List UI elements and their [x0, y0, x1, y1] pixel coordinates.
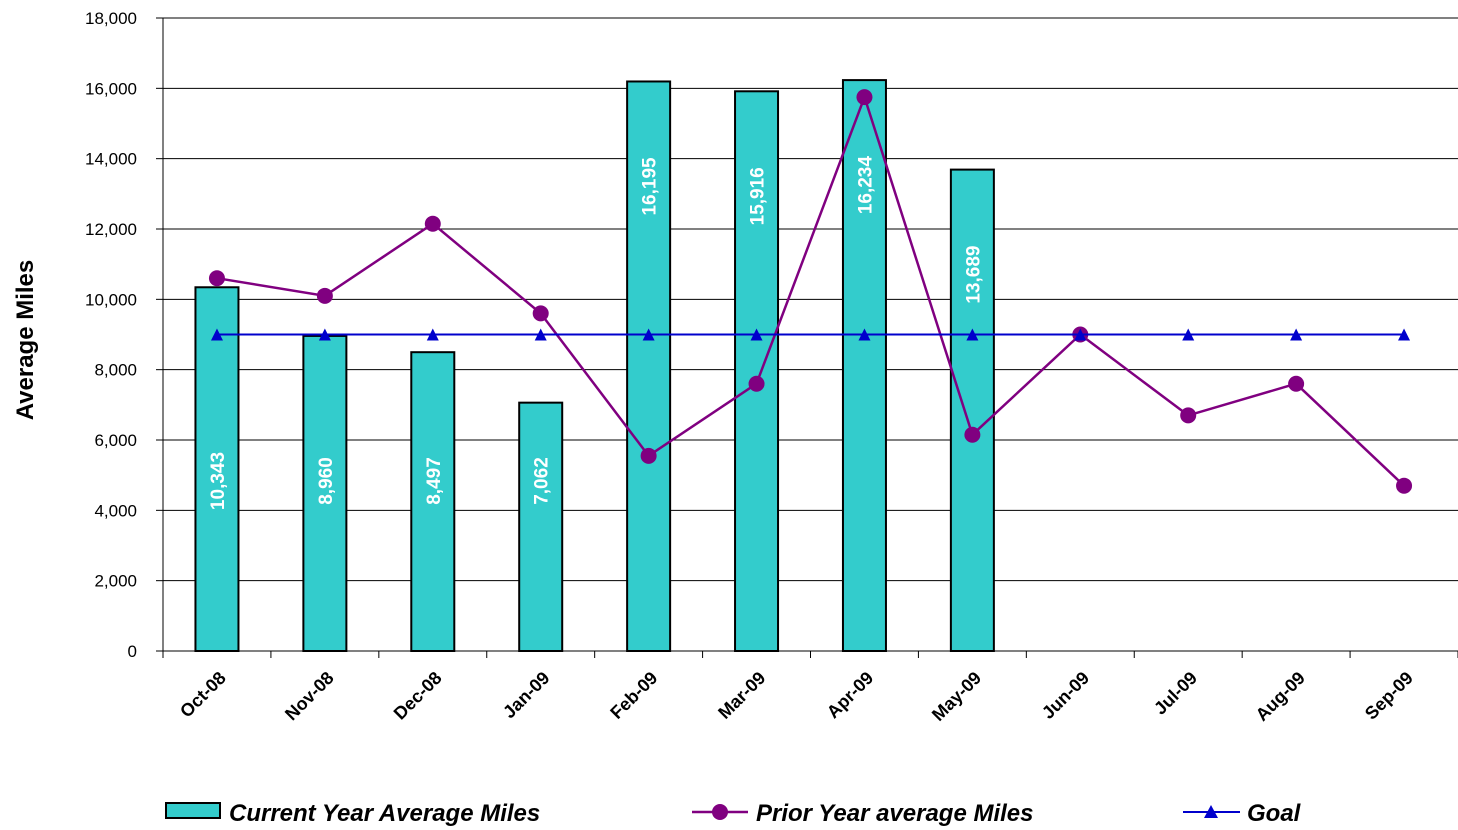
- legend-swatch-current-year: [165, 802, 221, 819]
- prior-year-point: [856, 89, 873, 106]
- bar: [194, 286, 240, 652]
- bar-value-label: 16,195: [640, 157, 661, 216]
- x-tick-label: Dec-08: [390, 668, 446, 724]
- legend-marker-goal: [1204, 805, 1218, 818]
- legend-label-current-year: Current Year Average Miles: [229, 800, 540, 827]
- goal-point: [750, 328, 763, 341]
- goal-point: [318, 328, 331, 341]
- bar: [302, 334, 348, 652]
- goal-point: [966, 328, 979, 341]
- bar-value-label: 8,497: [424, 457, 445, 505]
- x-tick-label: Feb-09: [606, 668, 661, 723]
- prior-year-line: [216, 93, 1405, 487]
- prior-year-point: [1396, 477, 1413, 494]
- axes: [156, 17, 1458, 658]
- legend-label-prior-year: Prior Year average Miles: [756, 800, 1034, 827]
- y-tick-label: 8,000: [94, 361, 137, 380]
- goal-point: [642, 328, 655, 341]
- goal-point: [1290, 328, 1303, 341]
- bar-value-label: 16,234: [855, 156, 876, 215]
- prior-year-point: [640, 447, 657, 464]
- bar: [734, 90, 780, 652]
- y-tick-label: 18,000: [85, 9, 137, 28]
- bar-value-label: 13,689: [963, 246, 984, 304]
- goal-point: [426, 328, 439, 341]
- bar-value-label: 10,343: [208, 452, 229, 510]
- goal-point: [1398, 328, 1411, 341]
- prior-year-point: [208, 270, 225, 287]
- y-axis-title: Average Miles: [12, 260, 39, 421]
- y-tick-label: 16,000: [85, 79, 137, 98]
- y-tick-label: 6,000: [94, 431, 137, 450]
- bar: [841, 79, 887, 653]
- bar: [626, 80, 672, 652]
- x-tick-label: Aug-09: [1252, 668, 1309, 725]
- prior-year-point: [424, 215, 441, 232]
- y-tick-label: 14,000: [85, 150, 137, 169]
- bar-value-label: 8,960: [316, 457, 337, 505]
- goal-point: [1074, 328, 1087, 341]
- x-tick-label: Sep-09: [1361, 668, 1417, 724]
- prior-year-point: [532, 305, 549, 322]
- bar-value-label: 7,062: [532, 457, 553, 505]
- goal-point: [1182, 328, 1195, 341]
- x-tick-label: Nov-08: [281, 668, 338, 725]
- line-series: [208, 89, 1413, 494]
- legend-marker-prior-year: [712, 804, 728, 820]
- y-tick-label: 4,000: [94, 501, 137, 520]
- x-tick-label: Jul-09: [1150, 668, 1201, 719]
- x-tick-label: Apr-09: [823, 668, 877, 722]
- bar-series: [194, 79, 995, 653]
- x-tick-label: Jan-09: [499, 668, 553, 722]
- goal-point: [210, 328, 223, 341]
- y-tick-label: 12,000: [85, 220, 137, 239]
- prior-year-point: [964, 426, 981, 443]
- legend-label-goal: Goal: [1247, 800, 1302, 827]
- bar: [410, 351, 456, 652]
- x-tick-label: May-09: [928, 668, 985, 725]
- bar: [949, 168, 995, 653]
- goal-point: [858, 328, 871, 341]
- bar: [518, 401, 564, 653]
- bar-value-label: 15,916: [748, 167, 769, 225]
- y-tick-label: 10,000: [85, 290, 137, 309]
- prior-year-point: [1288, 375, 1305, 392]
- gridlines: [163, 17, 1458, 582]
- goal-point: [534, 328, 547, 341]
- legend: Current Year Average Miles Prior Year ave…: [165, 800, 1302, 827]
- x-tick-label: Oct-08: [176, 668, 230, 722]
- y-tick-label: 0: [128, 642, 137, 661]
- y-tick-label: 2,000: [94, 572, 137, 591]
- prior-year-point: [1180, 407, 1197, 424]
- x-tick-label: Jun-09: [1038, 668, 1093, 723]
- prior-year-point: [316, 287, 333, 304]
- prior-year-point: [748, 375, 765, 392]
- x-tick-label: Mar-09: [714, 668, 769, 723]
